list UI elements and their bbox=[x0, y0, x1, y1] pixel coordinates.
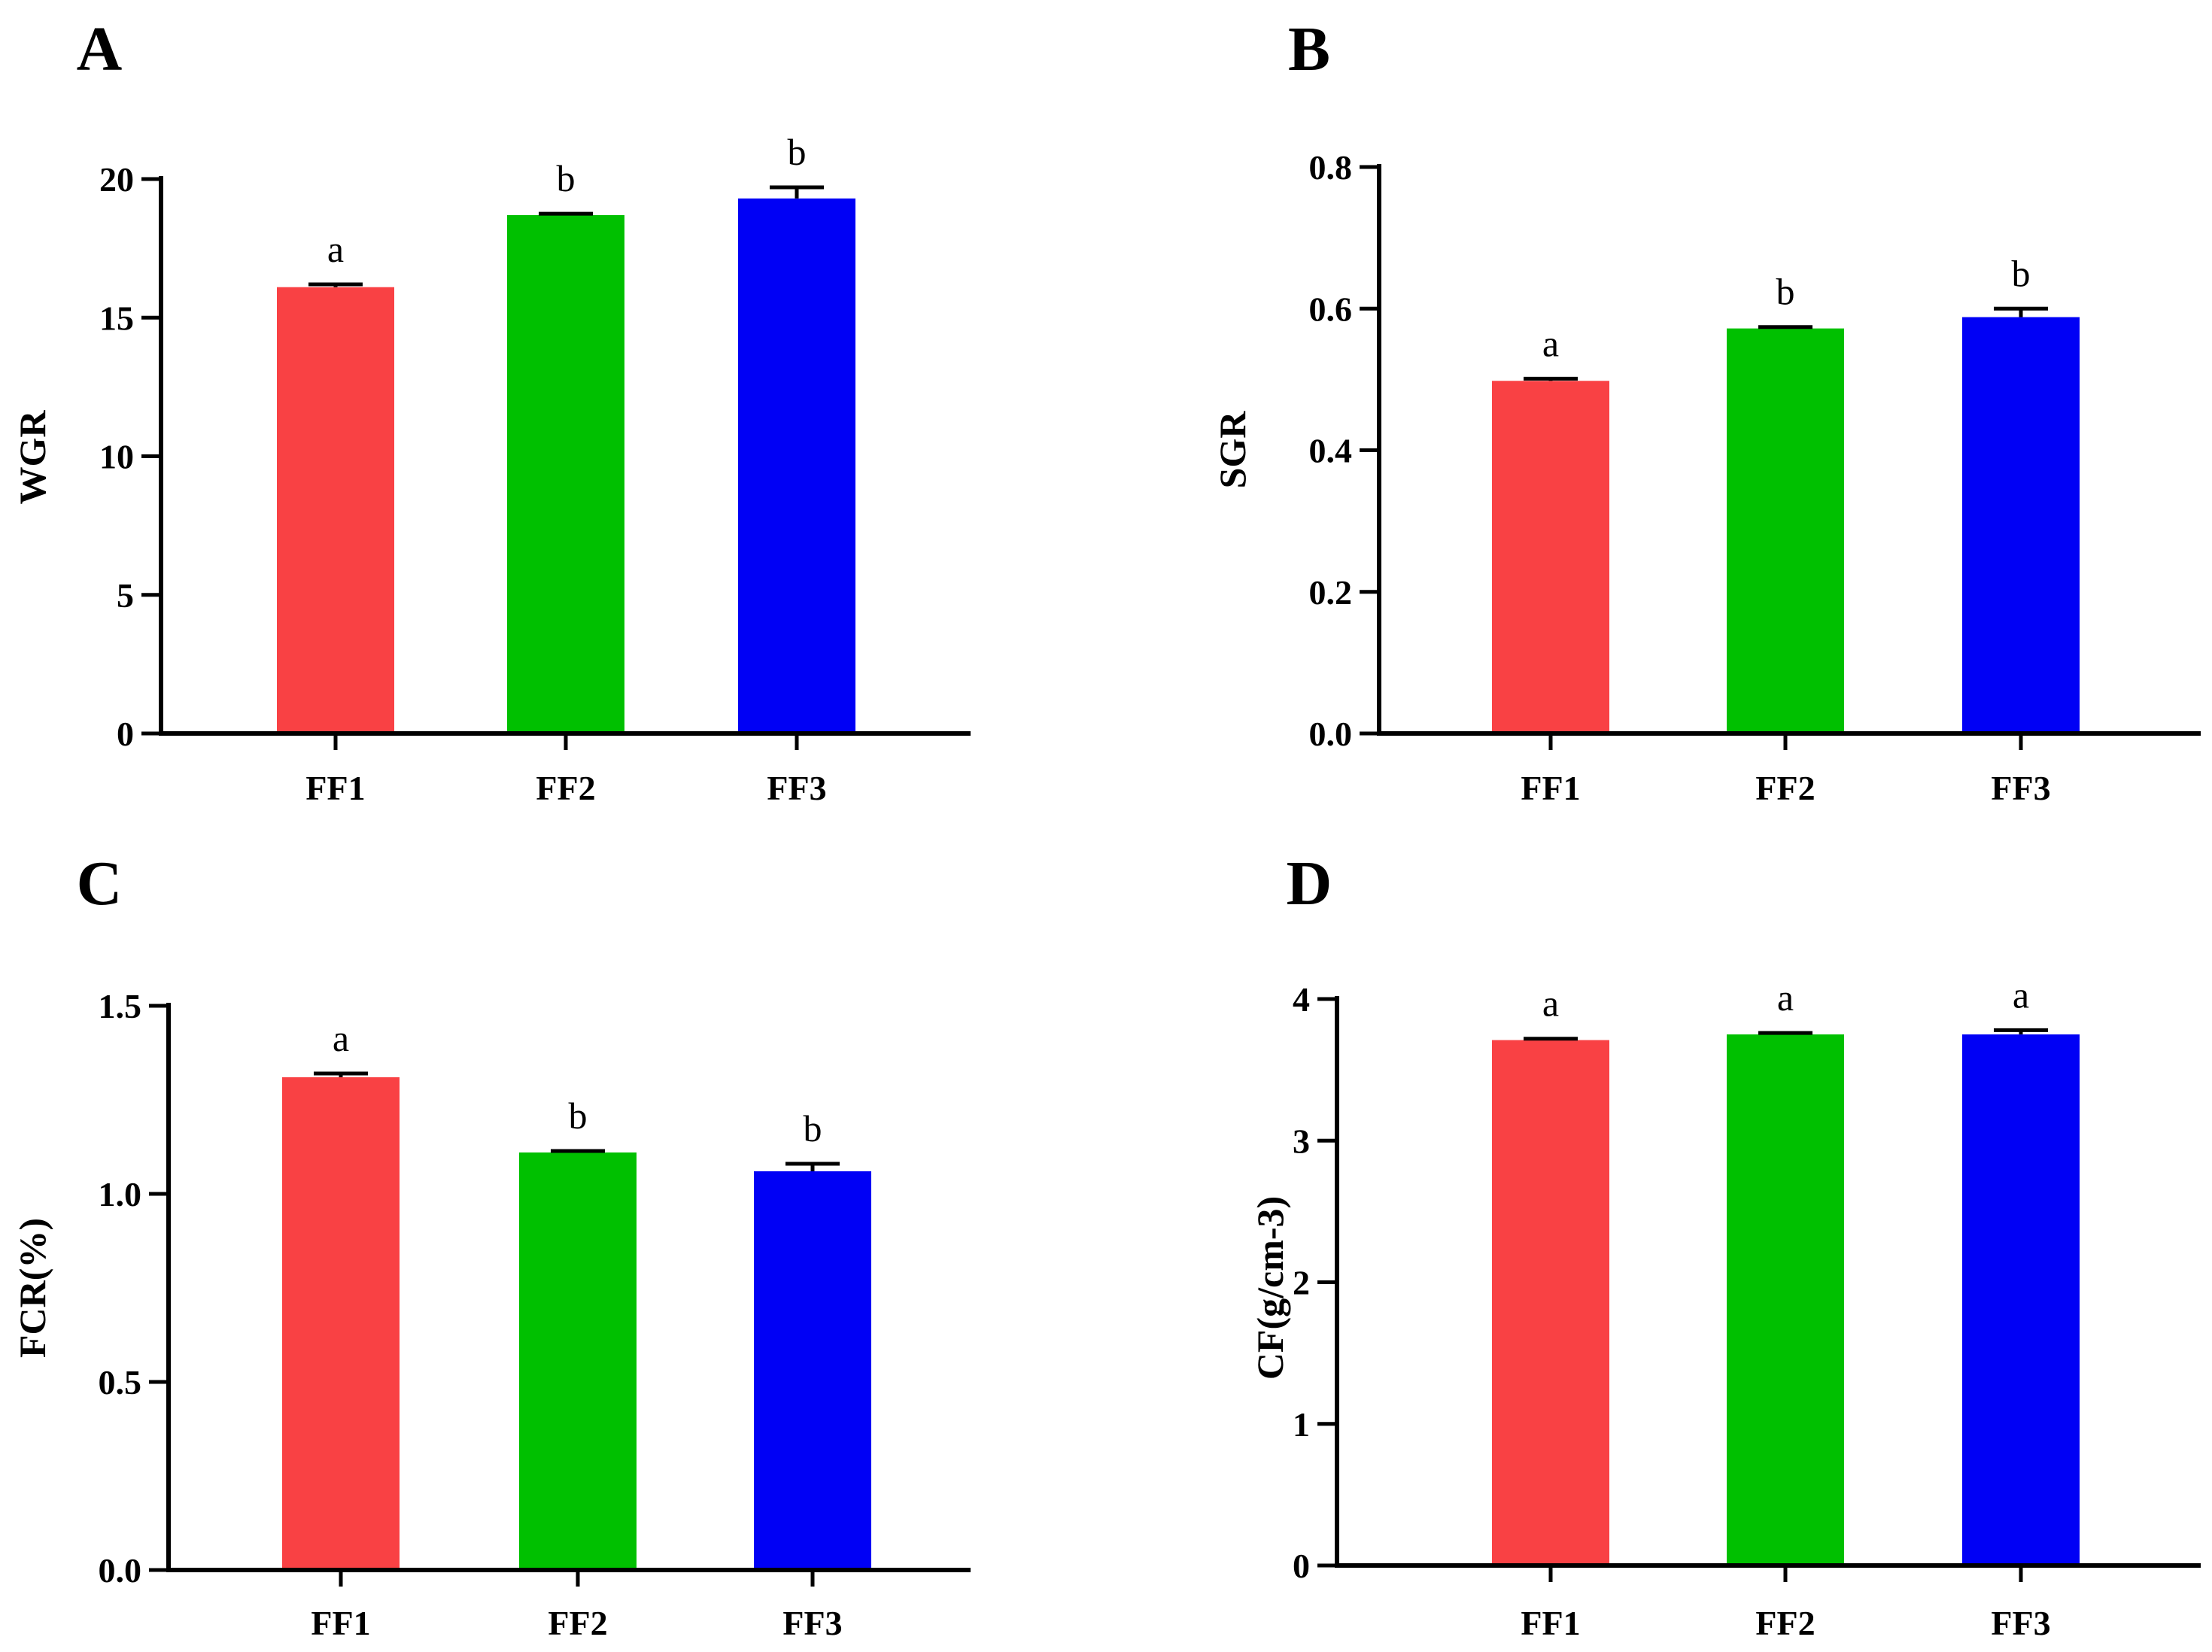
significance-label: b bbox=[569, 1095, 588, 1137]
bar-ff2 bbox=[1727, 1034, 1844, 1565]
significance-label: b bbox=[788, 131, 807, 173]
y-tick-label: 15 bbox=[99, 299, 134, 337]
significance-label: b bbox=[1776, 271, 1795, 313]
x-tick-label: FF2 bbox=[1755, 769, 1815, 807]
y-tick-label: 0.4 bbox=[1309, 432, 1353, 470]
x-tick-label: FF1 bbox=[311, 1604, 370, 1642]
y-tick-label: 10 bbox=[99, 438, 134, 476]
y-tick-label: 1 bbox=[1293, 1405, 1310, 1444]
bar-ff3 bbox=[738, 198, 855, 733]
y-tick-label: 0.0 bbox=[99, 1551, 142, 1590]
y-tick-label: 0.8 bbox=[1309, 148, 1353, 187]
x-tick-label: FF2 bbox=[1755, 1604, 1815, 1642]
significance-label: a bbox=[333, 1017, 349, 1059]
chart-panel-c: Ca FF1 b FF2 b FF3 0.0 0.5 1.0 1.5 FCR(%) bbox=[11, 849, 971, 1642]
significance-label: a bbox=[2013, 973, 2029, 1016]
bar-ff3 bbox=[754, 1171, 871, 1570]
significance-label: b bbox=[804, 1107, 822, 1149]
y-tick-label: 0.5 bbox=[99, 1363, 142, 1401]
bar-ff1 bbox=[277, 287, 394, 734]
x-tick-label: FF3 bbox=[1991, 769, 2050, 807]
y-tick-label: 0 bbox=[117, 715, 134, 753]
panel-letter: B bbox=[1288, 14, 1330, 84]
panel-letter: D bbox=[1287, 849, 1332, 919]
panel-letter: A bbox=[77, 14, 123, 84]
y-tick-label: 0.0 bbox=[1309, 715, 1353, 753]
bar-ff1 bbox=[1492, 1040, 1609, 1565]
chart-panel-d: Da FF1 a FF2 a FF3 0 1 2 3 4 CF(g/cm-3) bbox=[1249, 849, 2201, 1642]
chart-panel-a: Aa FF1 b FF2 b FF3 0 5 10 15 20 WGR bbox=[11, 14, 971, 807]
x-tick-label: FF1 bbox=[1521, 769, 1580, 807]
bar-ff3 bbox=[1962, 317, 2080, 733]
chart-panel-b: Ba FF1 b FF2 b FF3 0.0 0.2 0.4 0.6 0.8 SGR bbox=[1211, 14, 2201, 807]
bar-ff2 bbox=[519, 1152, 637, 1570]
y-tick-label: 5 bbox=[117, 576, 134, 615]
x-tick-label: FF3 bbox=[782, 1604, 842, 1642]
y-axis-title: FCR(%) bbox=[11, 1218, 53, 1358]
x-tick-label: FF3 bbox=[1991, 1604, 2050, 1642]
significance-label: b bbox=[557, 157, 576, 199]
bar-ff2 bbox=[1727, 328, 1844, 734]
y-tick-label: 0 bbox=[1293, 1547, 1310, 1585]
y-tick-label: 3 bbox=[1293, 1122, 1310, 1160]
y-axis-title: SGR bbox=[1211, 411, 1253, 489]
x-tick-label: FF2 bbox=[548, 1604, 607, 1642]
x-tick-label: FF3 bbox=[767, 769, 826, 807]
panel-letter: C bbox=[77, 849, 123, 919]
y-tick-label: 1.0 bbox=[99, 1175, 142, 1213]
bar-ff2 bbox=[507, 214, 624, 733]
bar-ff3 bbox=[1962, 1034, 2080, 1565]
significance-label: a bbox=[1777, 976, 1794, 1019]
significance-label: b bbox=[2012, 252, 2031, 294]
y-tick-label: 4 bbox=[1293, 980, 1310, 1019]
x-tick-label: FF1 bbox=[305, 769, 365, 807]
y-axis-title: WGR bbox=[11, 410, 53, 505]
y-tick-label: 1.5 bbox=[99, 987, 142, 1025]
y-tick-label: 0.6 bbox=[1309, 290, 1353, 328]
y-tick-label: 20 bbox=[99, 160, 134, 199]
x-tick-label: FF2 bbox=[536, 769, 595, 807]
significance-label: a bbox=[327, 228, 344, 270]
significance-label: a bbox=[1542, 982, 1559, 1025]
x-tick-label: FF1 bbox=[1521, 1604, 1580, 1642]
y-axis-title: CF(g/cm-3) bbox=[1249, 1196, 1291, 1380]
y-tick-label: 2 bbox=[1293, 1264, 1310, 1302]
y-tick-label: 0.2 bbox=[1309, 573, 1353, 612]
bar-ff1 bbox=[1492, 381, 1609, 733]
significance-label: a bbox=[1542, 322, 1559, 364]
bar-ff1 bbox=[282, 1077, 400, 1570]
